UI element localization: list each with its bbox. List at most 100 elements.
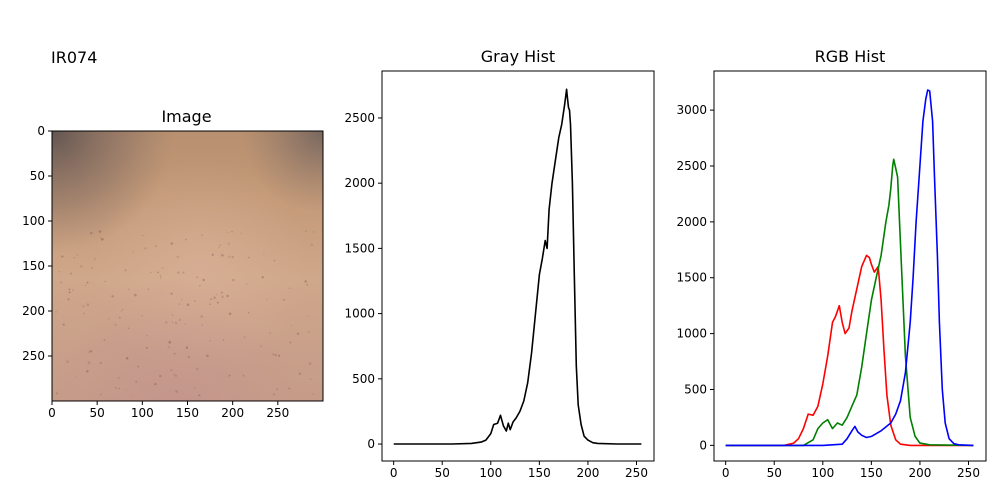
skin-pore	[306, 283, 309, 286]
gray-hist-x-ticks: 0 50 100 150 200 250	[390, 461, 648, 480]
skin-pore	[209, 339, 212, 342]
gray-hist-y-tick-label: 0	[367, 437, 375, 451]
skin-pore	[213, 296, 216, 299]
skin-pore	[145, 346, 148, 349]
rgb-hist-y-tick-label: 1000	[676, 327, 707, 341]
figure-suptitle: IR074	[51, 48, 98, 67]
skin-pore	[90, 350, 93, 353]
skin-pore	[304, 280, 308, 283]
image-y-tick-label: 50	[30, 169, 45, 183]
skin-pore	[182, 271, 185, 274]
skin-pore	[209, 303, 211, 305]
skin-pore	[69, 272, 72, 275]
skin-pore	[228, 375, 230, 377]
skin-pore	[247, 311, 250, 314]
skin-pore	[75, 376, 77, 378]
skin-pore	[135, 380, 138, 383]
skin-pore	[124, 269, 127, 272]
image-y-ticks: 0 50 100 150 200 250	[22, 124, 52, 363]
skin-pore	[273, 259, 276, 262]
image-x-tick-label: 250	[266, 406, 289, 420]
skin-pore	[176, 256, 179, 258]
image-x-tick-label: 150	[176, 406, 199, 420]
rgb-hist-y-tick-label: 3000	[676, 103, 707, 117]
skin-pore	[125, 389, 127, 391]
rgb-hist-axes	[713, 70, 987, 462]
gray-hist-panel: Gray Hist 0 50 100 150 200 250 0 500 1000 1500 20…	[344, 47, 655, 480]
image-x-ticks: 0 50 100 150 200 250	[48, 401, 289, 420]
skin-pore	[200, 315, 203, 318]
skin-pore	[196, 367, 199, 371]
skin-pore	[272, 393, 276, 396]
rgb-hist-y-tick-label: 2500	[676, 159, 707, 173]
rgb-hist-x-tick-label: 150	[860, 466, 883, 480]
skin-pore	[283, 298, 286, 301]
skin-pore	[181, 299, 183, 301]
skin-pore	[221, 253, 224, 257]
skin-pore	[118, 387, 120, 390]
skin-pore	[168, 340, 172, 344]
gray-hist-x-tick-label: 0	[390, 466, 398, 480]
skin-pore	[312, 231, 315, 233]
skin-pore	[274, 353, 277, 357]
skin-pore	[194, 300, 196, 302]
skin-pore	[222, 338, 225, 341]
skin-pore	[187, 355, 190, 358]
image-y-tick-label: 100	[22, 214, 45, 228]
skin-pore	[227, 242, 230, 245]
skin-pore	[227, 231, 229, 233]
skin-pore	[242, 374, 245, 377]
skin-pore	[170, 242, 174, 245]
skin-pore	[215, 294, 218, 296]
rgb-hist-lines	[725, 89, 974, 447]
image-x-tick-label: 0	[48, 406, 56, 420]
skin-pore	[308, 362, 312, 365]
skin-pore	[86, 281, 89, 284]
skin-pore	[165, 321, 168, 324]
skin-pore	[68, 288, 71, 291]
skin-pore	[150, 271, 152, 274]
skin-pore	[178, 318, 182, 322]
skin-pore	[144, 247, 147, 250]
skin-pore	[218, 246, 220, 249]
rgb-hist-x-tick-label: 0	[722, 466, 730, 480]
skin-pore	[117, 376, 120, 379]
skin-pore	[228, 374, 231, 377]
skin-image	[52, 131, 323, 401]
image-x-tick-label: 200	[221, 406, 244, 420]
rgb-hist-y-tick-label: 500	[684, 382, 707, 396]
image-y-tick-label: 200	[22, 304, 45, 318]
skin-pore	[177, 271, 180, 274]
skin-pore	[276, 388, 278, 391]
rgb-hist-title: RGB Hist	[815, 47, 886, 66]
skin-pore	[194, 386, 196, 389]
skin-pore	[159, 274, 162, 278]
skin-pore	[122, 309, 124, 311]
skin-pore	[240, 232, 242, 235]
skin-pore	[83, 312, 86, 315]
skin-pore	[184, 323, 186, 325]
image-panel: Image 0 50 100 150 200 250 0 50 100 150 200 250	[22, 107, 324, 420]
skin-pore	[154, 382, 157, 386]
skin-pore	[104, 280, 106, 283]
skin-pore	[90, 231, 93, 235]
skin-pore	[127, 288, 130, 291]
rgb-hist-x-ticks: 0 50 100 150 200 250	[722, 461, 980, 480]
skin-pore	[272, 353, 275, 356]
skin-pore	[94, 257, 96, 260]
skin-pore	[161, 267, 164, 270]
skin-pore	[185, 238, 187, 241]
skin-pore	[154, 244, 158, 248]
rgb-hist-x-tick-label: 250	[957, 466, 980, 480]
rgb-hist-panel: RGB Hist 0 50 100 150 200 250 0 500 1000 1500 200…	[676, 47, 987, 480]
skin-pore	[228, 255, 231, 258]
gray-hist-axes	[381, 70, 655, 462]
skin-pore	[173, 373, 176, 376]
skin-pore	[62, 323, 65, 326]
skin-pore	[226, 294, 229, 298]
skin-pore	[247, 256, 250, 259]
skin-pore	[114, 323, 117, 326]
skin-pore	[263, 252, 265, 255]
skin-pore	[90, 267, 93, 270]
gray-hist-x-tick-label: 250	[625, 466, 648, 480]
